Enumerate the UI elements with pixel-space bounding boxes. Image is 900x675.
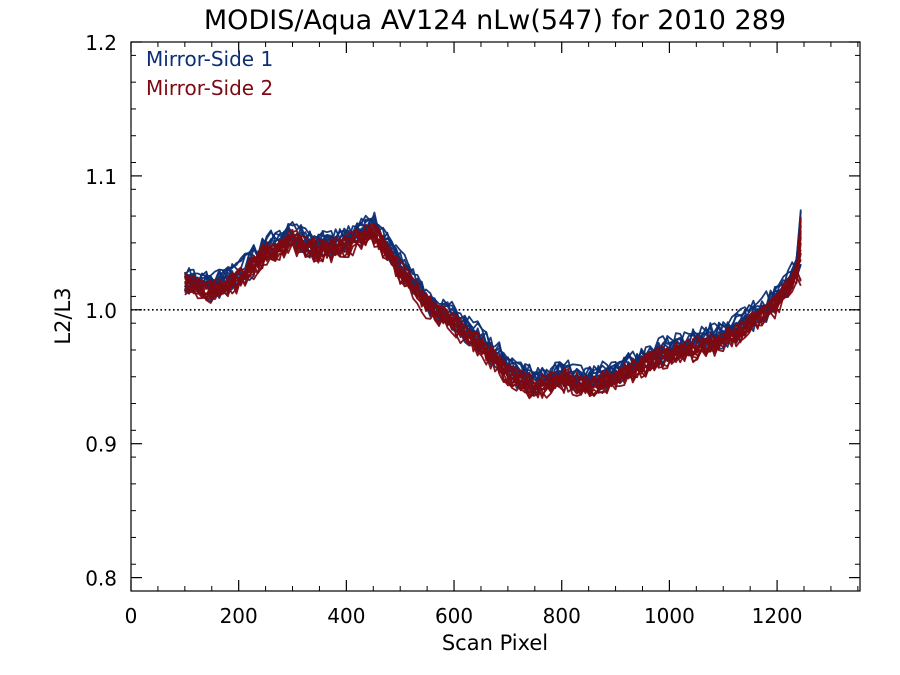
- series-line-mirror-side-2: [184, 223, 802, 393]
- y-tick-label: 1.0: [85, 299, 117, 323]
- x-tick-label: 800: [543, 604, 581, 628]
- y-tick-label: 1.1: [85, 165, 117, 189]
- legend: Mirror-Side 1 Mirror-Side 2: [146, 47, 273, 100]
- x-axis-label: Scan Pixel: [442, 631, 548, 655]
- x-tick-label: 1200: [752, 604, 803, 628]
- x-tick-label: 600: [435, 604, 473, 628]
- y-axis-label: L2/L3: [51, 287, 75, 344]
- series-group: [183, 209, 802, 400]
- x-tick-label: 400: [327, 604, 365, 628]
- x-tick-label: 0: [125, 604, 138, 628]
- series-line-mirror-side-2: [184, 230, 802, 399]
- series-line-mirror-side-2: [183, 234, 802, 399]
- x-tick-label: 1000: [644, 604, 695, 628]
- legend-entry-mirror-side-2: Mirror-Side 2: [146, 76, 273, 100]
- legend-entry-mirror-side-1: Mirror-Side 1: [146, 47, 273, 71]
- plot-frame: [130, 41, 861, 592]
- y-tick-label: 0.9: [85, 433, 117, 457]
- series-line-mirror-side-2: [183, 227, 802, 397]
- y-tick-label: 1.2: [85, 31, 117, 55]
- x-tick-label: 200: [220, 604, 258, 628]
- chart-title: MODIS/Aqua AV124 nLw(547) for 2010 289: [204, 5, 786, 36]
- axes-group: 0 200 400 600 800 1000 1200 0.8 0.9 1.0 1.1 1.2: [85, 31, 861, 628]
- y-tick-label: 0.8: [85, 567, 117, 591]
